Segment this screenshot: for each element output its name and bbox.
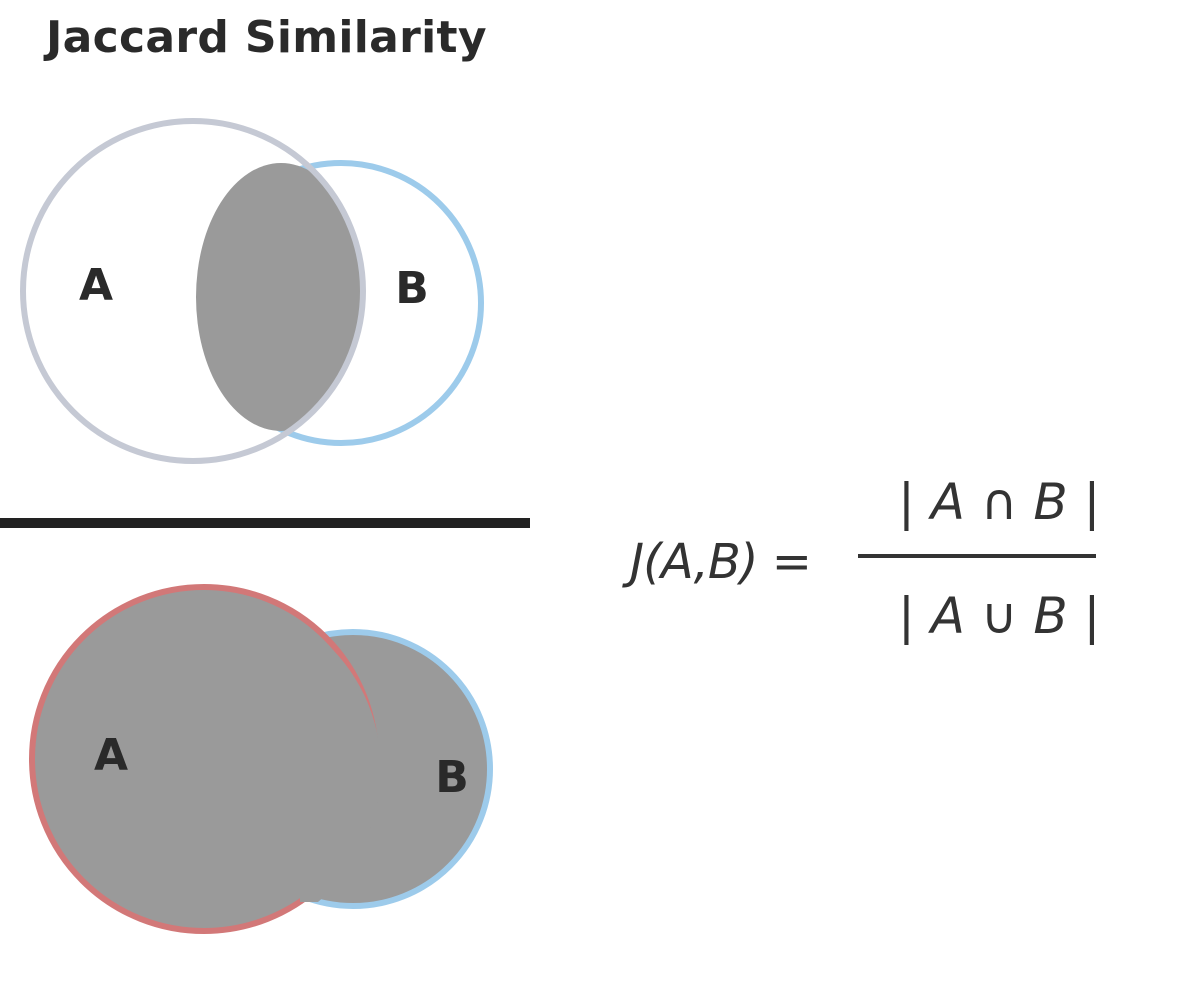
union-merge-patch	[300, 636, 381, 902]
set-a-label: A	[94, 730, 128, 781]
union-diagram: A B	[29, 584, 493, 934]
intersection-region	[196, 163, 363, 431]
intersection-diagram: A B	[20, 118, 484, 464]
section-divider	[0, 518, 530, 528]
set-b-label: B	[435, 752, 469, 803]
circle-a-outline	[20, 118, 366, 464]
page-title: Jaccard Similarity	[46, 12, 487, 63]
set-b-label: B	[395, 263, 429, 314]
set-a-label: A	[79, 260, 113, 311]
